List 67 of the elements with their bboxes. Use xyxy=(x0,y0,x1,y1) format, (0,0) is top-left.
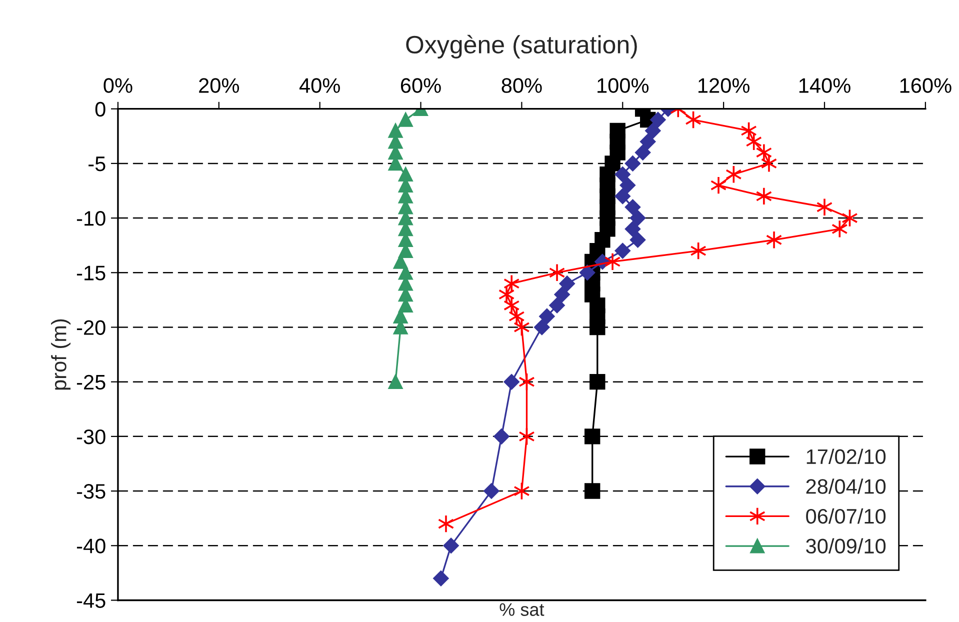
y-tick-label: -25 xyxy=(76,374,106,390)
legend-label: 30/09/10 xyxy=(806,538,886,554)
point xyxy=(549,298,565,314)
point xyxy=(494,428,510,444)
y-axis-title: prof (m) xyxy=(51,319,70,390)
point xyxy=(388,124,403,138)
point xyxy=(645,122,661,138)
point xyxy=(614,166,630,182)
point xyxy=(624,221,641,237)
point xyxy=(398,167,413,182)
point xyxy=(710,176,727,195)
point xyxy=(624,156,641,172)
point xyxy=(539,308,555,324)
point xyxy=(433,570,449,586)
x-tick-label: 20% xyxy=(199,78,239,93)
x-tick-label: 0% xyxy=(104,78,132,93)
chart-title: Oxygène (saturation) xyxy=(406,34,637,58)
point xyxy=(534,319,550,336)
x-tick-label: 100% xyxy=(598,78,649,93)
legend-label: 06/07/10 xyxy=(806,508,886,524)
point xyxy=(614,243,630,259)
point xyxy=(590,374,606,390)
point xyxy=(650,112,666,128)
y-tick-label: 0 xyxy=(95,102,106,117)
point xyxy=(584,483,600,499)
x-tick-label: 140% xyxy=(799,78,850,93)
point xyxy=(438,514,454,534)
point xyxy=(484,483,500,499)
y-tick-label: -45 xyxy=(76,593,106,608)
y-tick-label: -35 xyxy=(76,484,106,499)
point xyxy=(635,144,651,160)
point xyxy=(832,220,848,238)
point xyxy=(766,230,782,250)
point xyxy=(548,263,566,282)
point xyxy=(443,538,459,554)
point xyxy=(620,178,636,194)
x-tick-label: 60% xyxy=(400,78,441,93)
point xyxy=(580,264,596,280)
point xyxy=(630,210,646,226)
point xyxy=(388,374,403,389)
y-tick-label: -15 xyxy=(76,266,106,280)
point xyxy=(604,252,621,271)
y-tick-label: -30 xyxy=(76,429,106,444)
legend-label: 28/04/10 xyxy=(806,478,886,494)
point xyxy=(630,232,646,248)
y-tick-label: -20 xyxy=(76,320,106,335)
point xyxy=(624,199,641,215)
x-tick-label: 120% xyxy=(698,78,750,93)
x-axis-title: % sat xyxy=(500,603,544,616)
x-tick-label: 160% xyxy=(900,78,952,93)
point xyxy=(554,286,570,302)
point xyxy=(559,276,575,292)
point xyxy=(590,319,606,336)
point xyxy=(504,374,520,390)
point xyxy=(760,154,778,173)
point xyxy=(756,186,772,206)
x-tick-label: 80% xyxy=(502,78,542,93)
point xyxy=(584,428,600,444)
y-tick-label: -10 xyxy=(76,211,106,226)
x-tick-label: 40% xyxy=(299,78,340,93)
point xyxy=(614,188,630,204)
y-tick-label: -5 xyxy=(88,156,106,172)
point xyxy=(640,134,656,150)
legend-label: 17/02/10 xyxy=(806,448,886,464)
point xyxy=(398,112,413,127)
y-tick-label: -40 xyxy=(76,538,106,554)
point xyxy=(816,198,833,216)
